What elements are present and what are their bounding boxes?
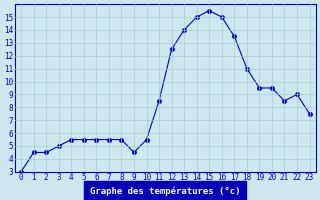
X-axis label: Graphe des températures (°c): Graphe des températures (°c) (90, 186, 241, 196)
